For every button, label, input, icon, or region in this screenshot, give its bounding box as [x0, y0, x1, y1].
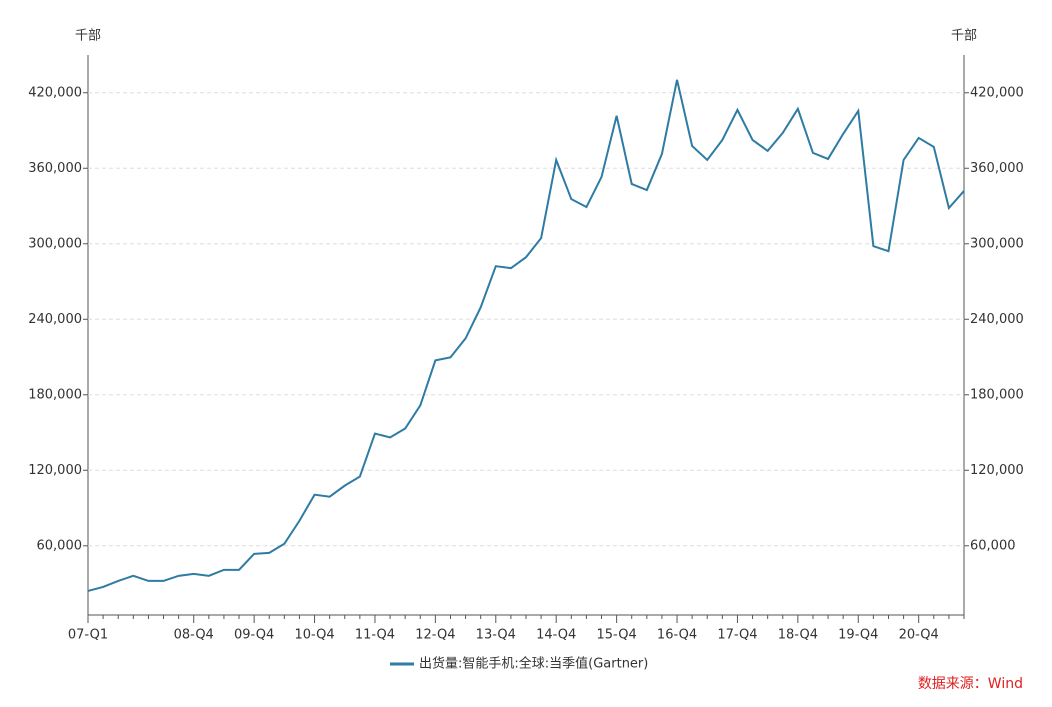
x-tick-label: 17-Q4: [717, 628, 757, 643]
y2-tick-label: 60,000: [970, 538, 1016, 553]
y2-tick-label: 240,000: [970, 312, 1024, 327]
y2-axis-unit: 千部: [951, 29, 977, 44]
y-tick-label: 420,000: [28, 85, 82, 100]
x-tick-label: 19-Q4: [838, 628, 878, 643]
legend-label: 出货量:智能手机:全球:当季值(Gartner): [419, 656, 648, 672]
x-tick-label: 08-Q4: [174, 628, 214, 643]
data-line: [87, 79, 965, 592]
x-tick-label: 13-Q4: [476, 628, 516, 643]
x-tick-label: 10-Q4: [294, 628, 334, 643]
y-tick-label: 180,000: [28, 387, 82, 402]
y-tick-label: 240,000: [28, 312, 82, 327]
x-tick-label: 07-Q1: [68, 628, 108, 643]
y-tick-label: 60,000: [37, 538, 83, 553]
x-tick-label: 14-Q4: [536, 628, 576, 643]
y-tick-label: 300,000: [28, 236, 82, 251]
y-axis-unit: 千部: [75, 29, 101, 44]
y-tick-label: 120,000: [28, 463, 82, 478]
x-tick-label: 16-Q4: [657, 628, 697, 643]
source-note: 数据来源：Wind: [918, 676, 1023, 692]
x-tick-label: 11-Q4: [355, 628, 395, 643]
x-tick-label: 15-Q4: [597, 628, 637, 643]
y2-tick-label: 300,000: [970, 236, 1024, 251]
y2-tick-label: 180,000: [970, 387, 1024, 402]
x-tick-label: 12-Q4: [415, 628, 455, 643]
y2-tick-label: 420,000: [970, 85, 1024, 100]
x-tick-label: 09-Q4: [234, 628, 274, 643]
x-tick-label: 20-Q4: [899, 628, 939, 643]
y-tick-label: 360,000: [28, 161, 82, 176]
y2-tick-label: 120,000: [970, 463, 1024, 478]
x-tick-label: 18-Q4: [778, 628, 818, 643]
y2-tick-label: 360,000: [970, 161, 1024, 176]
